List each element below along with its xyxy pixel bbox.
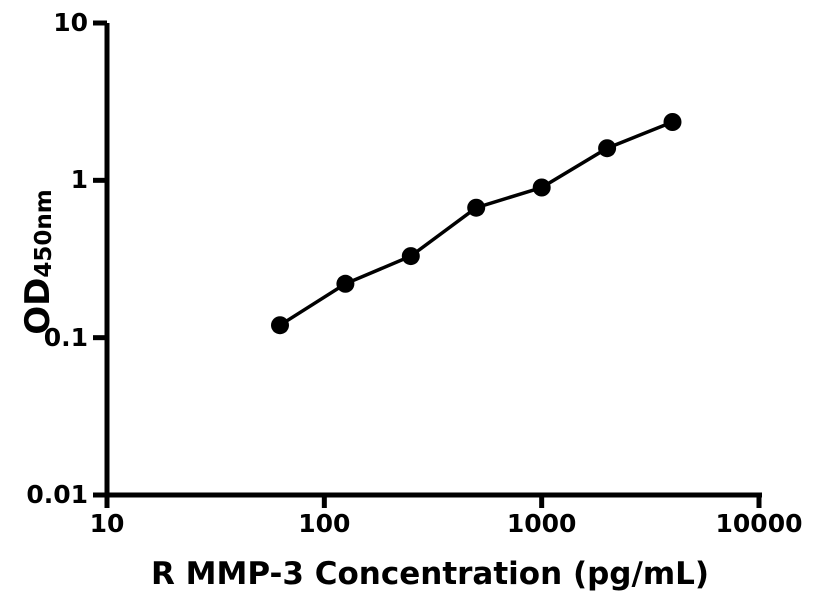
x-tick-label: 1000 — [506, 509, 577, 538]
data-point — [401, 247, 420, 266]
data-point — [271, 316, 289, 335]
y-axis-title-main: OD — [18, 277, 58, 335]
y-tick-label: 10 — [53, 8, 88, 37]
x-tick-label: 100 — [298, 509, 351, 538]
y-tick-label: 1 — [70, 165, 88, 195]
y-tick-label: 0.01 — [26, 480, 88, 509]
data-point — [598, 139, 617, 158]
x-tick-label: 10000 — [715, 509, 803, 538]
data-point — [532, 178, 551, 197]
data-point — [336, 274, 355, 293]
y-axis-title: OD450nm — [18, 189, 58, 335]
x-axis-title: R MMP-3 Concentration (pg/mL) — [150, 556, 710, 592]
y-tick-label: 0.1 — [43, 322, 88, 352]
y-axis-title-subscript: 450nm — [31, 189, 57, 278]
data-point — [663, 113, 682, 131]
x-tick-label: 10 — [89, 509, 125, 538]
data-point — [467, 198, 486, 217]
